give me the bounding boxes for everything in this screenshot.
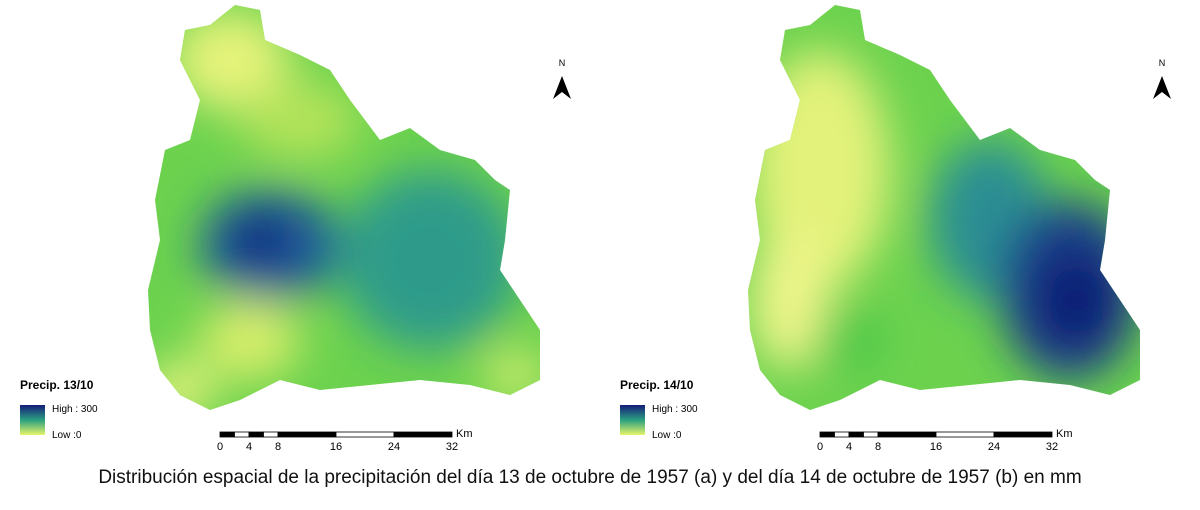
scale-label: 16 [930, 441, 942, 453]
scale-segment [248, 431, 264, 438]
scale-label: 4 [846, 441, 852, 453]
scale-label: 4 [246, 441, 252, 453]
scale-segment [335, 431, 395, 438]
scale-unit: Km [456, 428, 473, 440]
scale-segment [877, 431, 937, 438]
legend-ramp [620, 405, 645, 435]
scale-segment [863, 431, 879, 438]
scale-segment [393, 431, 453, 438]
scale-label: 24 [988, 441, 1000, 453]
north-arrow [553, 76, 571, 99]
map-b [748, 5, 1140, 410]
legend-ramp [20, 405, 45, 435]
scale-segment [277, 431, 337, 438]
north-arrow [1153, 76, 1171, 99]
legend-high: High : 300 [652, 404, 698, 415]
scale-segment [234, 431, 250, 438]
caption: Distribución espacial de la precipitació… [98, 467, 1081, 488]
scale-segment [993, 431, 1053, 438]
north-label: N [1159, 58, 1166, 68]
north-label: N [559, 58, 566, 68]
map-overlay: N Precip. 14/10 High : 300 Low :0 0 4 8 16 24 32K… [620, 58, 1171, 453]
legend-title: Precip. 14/10 [620, 378, 694, 392]
scale-label: 0 [817, 441, 823, 453]
scale-unit: Km [1056, 428, 1073, 440]
scale-label: 0 [217, 441, 223, 453]
scale-segment [935, 431, 995, 438]
scale-segment [819, 431, 835, 438]
scale-segment [848, 431, 864, 438]
map-a [148, 5, 540, 410]
scale-segment [263, 431, 279, 438]
legend-low: Low :0 [652, 430, 682, 441]
legend-high: High : 300 [52, 404, 98, 415]
scale-label: 24 [388, 441, 400, 453]
legend-low: Low :0 [52, 430, 82, 441]
scale-label: 32 [446, 441, 458, 453]
scale-label: 16 [330, 441, 342, 453]
scale-segment [219, 431, 235, 438]
map-overlay: N Precip. 13/10 High : 300 Low :0 0 4 8 16 24 32K… [20, 58, 571, 453]
legend-title: Precip. 13/10 [20, 378, 94, 392]
scale-label: 32 [1046, 441, 1058, 453]
scale-label: 8 [875, 441, 881, 453]
scale-segment [834, 431, 850, 438]
scale-label: 8 [275, 441, 281, 453]
